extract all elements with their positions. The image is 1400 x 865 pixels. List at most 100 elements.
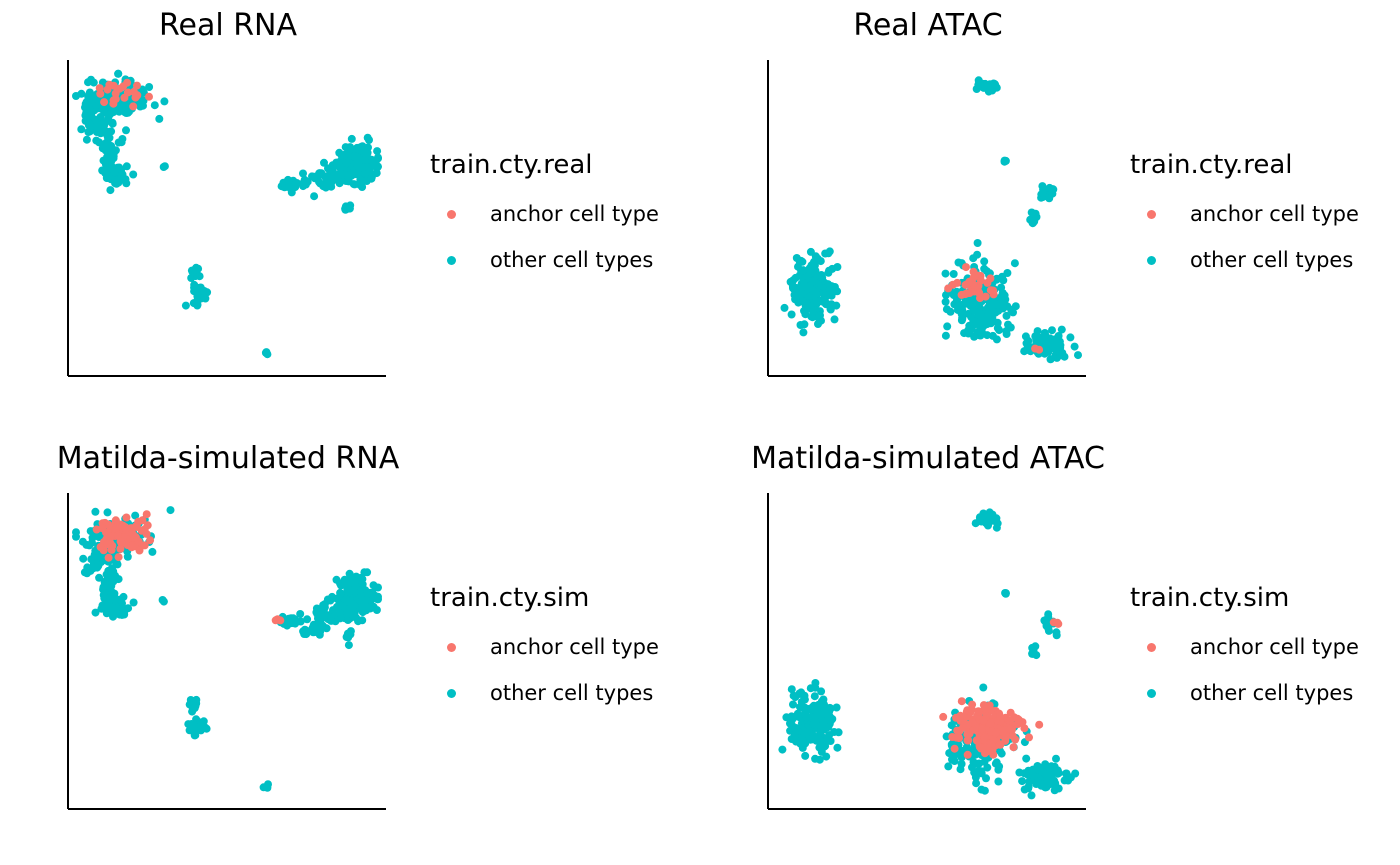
other-point xyxy=(957,316,966,325)
scatter-plot xyxy=(767,60,1086,377)
other-point xyxy=(114,69,123,78)
anchor-point xyxy=(133,81,141,90)
other-point xyxy=(374,153,382,162)
other-point xyxy=(941,297,950,306)
other-point xyxy=(802,729,811,737)
other-point xyxy=(993,318,1002,327)
other-point xyxy=(996,294,1005,303)
other-point xyxy=(105,110,114,119)
other-point xyxy=(802,713,811,722)
other-point xyxy=(1051,779,1060,788)
other-point xyxy=(801,310,810,319)
other-point xyxy=(148,547,157,556)
other-point xyxy=(800,695,809,704)
other-point xyxy=(974,766,983,775)
anchor-point xyxy=(956,711,965,720)
other-point xyxy=(313,625,322,633)
other-point xyxy=(798,736,807,745)
anchor-point xyxy=(985,701,994,710)
other-point xyxy=(1039,189,1047,198)
anchor-point xyxy=(111,95,120,104)
other-point xyxy=(992,523,1001,532)
legend-label: anchor cell type xyxy=(490,635,659,659)
anchor-point xyxy=(981,292,990,301)
other-point xyxy=(809,277,818,286)
other-point xyxy=(84,119,93,127)
other-point xyxy=(803,301,812,309)
other-point xyxy=(92,136,101,145)
anchor-point xyxy=(135,546,144,555)
other-point xyxy=(190,731,199,740)
legend-key-anchor xyxy=(1147,643,1156,652)
anchor-point xyxy=(129,530,137,539)
other-point xyxy=(351,582,360,591)
other-point xyxy=(103,508,112,517)
other-point xyxy=(104,162,113,171)
other-point xyxy=(96,552,105,561)
legend-label: anchor cell type xyxy=(490,202,659,226)
other-point xyxy=(300,630,309,638)
other-point xyxy=(1071,769,1080,778)
legend-key-other xyxy=(1147,689,1156,698)
anchor-point xyxy=(967,705,976,714)
anchor-point xyxy=(1025,733,1033,742)
other-point xyxy=(1032,335,1041,344)
anchor-point xyxy=(996,712,1005,721)
other-point xyxy=(975,759,984,768)
other-point xyxy=(72,92,80,100)
other-point xyxy=(192,284,201,293)
other-point xyxy=(956,765,965,774)
other-point xyxy=(999,276,1008,285)
legend-item-other: other cell types xyxy=(1130,244,1353,290)
legend-key-other xyxy=(447,689,456,698)
other-point xyxy=(798,289,807,298)
other-point xyxy=(822,705,831,714)
other-point xyxy=(811,754,820,763)
other-point xyxy=(814,735,823,744)
other-point xyxy=(817,711,826,719)
anchor-point xyxy=(999,726,1007,735)
other-point xyxy=(360,568,369,577)
other-point xyxy=(300,175,309,184)
anchor-point xyxy=(111,524,120,533)
other-point xyxy=(826,737,835,745)
other-point xyxy=(332,158,341,167)
other-point xyxy=(799,328,808,337)
other-point xyxy=(118,135,127,143)
other-point xyxy=(332,575,341,584)
legend-key-anchor xyxy=(447,210,456,219)
anchor-point xyxy=(981,743,990,752)
other-point xyxy=(1043,776,1051,785)
other-point xyxy=(282,620,291,629)
other-point xyxy=(1009,308,1017,317)
other-point xyxy=(810,692,819,701)
other-point xyxy=(342,159,351,168)
other-point xyxy=(119,592,128,601)
other-point xyxy=(117,172,126,181)
anchor-point xyxy=(972,736,981,745)
other-point xyxy=(102,603,111,612)
anchor-point xyxy=(95,84,104,93)
other-point xyxy=(946,307,955,316)
anchor-point xyxy=(1005,716,1014,725)
other-point xyxy=(195,272,204,281)
other-point xyxy=(827,291,836,300)
other-point xyxy=(799,266,808,275)
other-point xyxy=(181,301,190,310)
other-point xyxy=(941,331,950,340)
other-point xyxy=(1045,764,1054,773)
anchor-point xyxy=(986,274,995,283)
other-point xyxy=(949,270,958,278)
other-point xyxy=(791,273,800,282)
other-point xyxy=(1020,347,1029,356)
other-point xyxy=(984,87,993,96)
other-point xyxy=(980,257,989,266)
other-point xyxy=(969,306,978,315)
anchor-point xyxy=(948,733,957,741)
anchor-point xyxy=(103,540,112,549)
other-point xyxy=(129,598,138,607)
other-point xyxy=(796,703,804,712)
other-point xyxy=(85,541,94,550)
other-point xyxy=(805,705,814,713)
legend: train.cty.sim anchor cell type other cel… xyxy=(430,581,659,723)
